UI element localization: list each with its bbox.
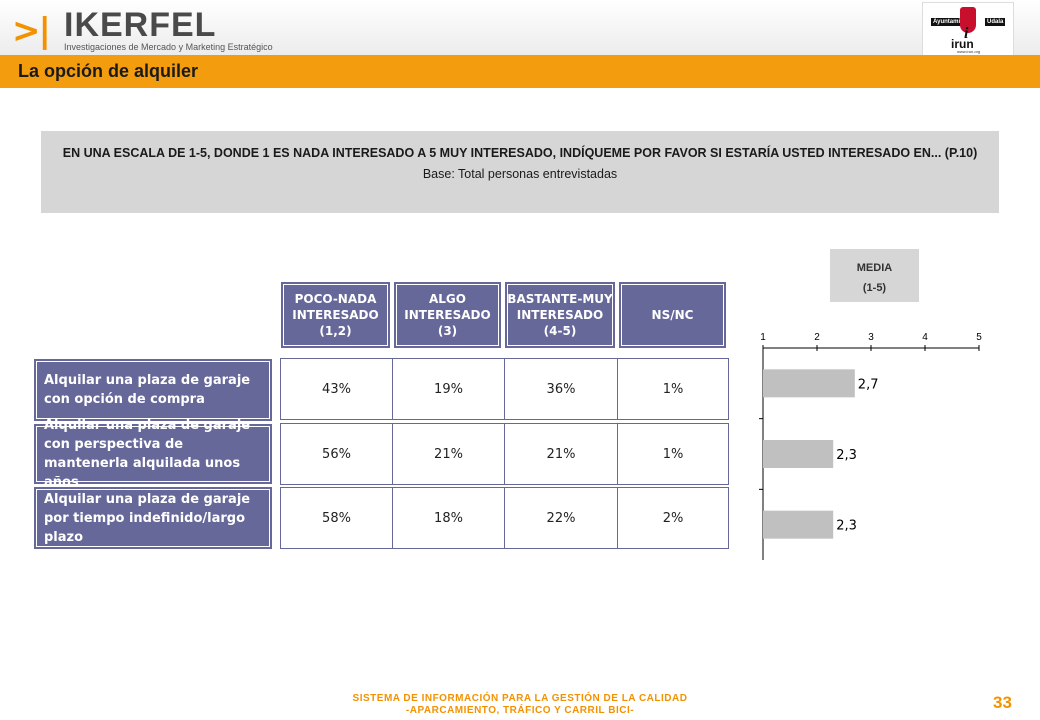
media-label: MEDIA: [856, 262, 893, 274]
table-cell: 1%: [617, 358, 729, 420]
column-header-nsnc: NS/NC: [619, 282, 726, 348]
table-cell: 21%: [504, 423, 618, 485]
row-label-tiempo-indefinido: Alquilar una plaza de garaje por tiempo …: [34, 487, 272, 549]
media-bar-chart: 1 2 3 4 5 2,7 2,3 2,3: [759, 332, 982, 560]
column-header-label: POCO-NADA INTERESADO (1,2): [292, 292, 379, 338]
logo-tagline: Investigaciones de Mercado y Marketing E…: [64, 42, 273, 52]
x-tick-label: 4: [922, 332, 928, 343]
client-label-left: Ayuntamiento: [931, 18, 975, 26]
table-cell: 19%: [392, 358, 505, 420]
x-tick-label: 5: [976, 332, 982, 343]
row-label-text: Alquilar una plaza de garaje por tiempo …: [44, 491, 251, 545]
table-cell: 56%: [280, 423, 393, 485]
page-number: 33: [993, 693, 1012, 712]
question-base: Base: Total personas entrevistadas: [422, 167, 618, 181]
data-label: 2,3: [836, 448, 857, 463]
logo-mark: >|: [12, 11, 51, 51]
column-header-label: ALGO INTERESADO (3): [404, 292, 491, 338]
row-label-mantener-alquilada: Alquilar una plaza de garaje con perspec…: [34, 418, 272, 490]
table-cell: 43%: [280, 358, 393, 420]
table-cell: 36%: [504, 358, 618, 420]
logo-name: IKERFEL: [64, 6, 217, 44]
table-cell: 18%: [392, 487, 505, 549]
column-header-label: NS/NC: [651, 308, 694, 322]
bar: [763, 369, 855, 398]
header-band: [0, 0, 1040, 58]
footer-line-2: -APARCAMIENTO, TRÁFICO Y CARRIL BICI-: [405, 705, 635, 716]
table-cell: 58%: [280, 487, 393, 549]
footer-line-1: SISTEMA DE INFORMACIÓN PARA LA GESTIÓN D…: [352, 693, 688, 704]
column-header-bastante-muy: BASTANTE-MUY INTERESADO (4-5): [505, 282, 615, 348]
x-tick-label: 3: [868, 332, 874, 343]
media-header: MEDIA (1-5): [830, 249, 919, 302]
bar: [763, 510, 834, 539]
column-header-algo: ALGO INTERESADO (3): [394, 282, 501, 348]
table-cell: 1%: [617, 423, 729, 485]
irun-logo: Ayuntamiento Udala i irun www.irun.org: [922, 2, 1014, 56]
row-label-text: Alquilar una plaza de garaje con opción …: [44, 373, 251, 407]
client-url: www.irun.org: [957, 49, 981, 54]
table-cell: 21%: [392, 423, 505, 485]
coat-of-arms-icon: [960, 7, 976, 33]
question-panel: EN UNA ESCALA DE 1-5, DONDE 1 ES NADA IN…: [41, 131, 999, 213]
client-label-right: Udala: [985, 18, 1006, 26]
ikerfel-logo: >| IKERFEL Investigaciones de Mercado y …: [8, 6, 273, 52]
x-tick-label: 1: [760, 332, 766, 343]
data-label: 2,7: [858, 377, 879, 392]
data-label: 2,3: [836, 519, 857, 534]
media-scale: (1-5): [862, 282, 887, 294]
row-label-opcion-compra: Alquilar una plaza de garaje con opción …: [34, 359, 272, 421]
x-tick-label: 2: [814, 332, 820, 343]
table-cell: 22%: [504, 487, 618, 549]
table-cell: 2%: [617, 487, 729, 549]
bar: [763, 440, 834, 468]
page-title: La opción de alquiler: [18, 61, 199, 81]
info-i-icon: i: [964, 25, 969, 42]
question-text: EN UNA ESCALA DE 1-5, DONDE 1 ES NADA IN…: [62, 146, 978, 160]
footer: SISTEMA DE INFORMACIÓN PARA LA GESTIÓN D…: [300, 693, 740, 717]
column-header-poco-nada: POCO-NADA INTERESADO (1,2): [281, 282, 390, 348]
row-label-text: Alquilar una plaza de garaje con perspec…: [44, 418, 251, 490]
column-header-label: BASTANTE-MUY INTERESADO (4-5): [507, 292, 613, 338]
title-bar: La opción de alquiler: [0, 55, 1040, 88]
client-name: irun: [951, 37, 974, 51]
